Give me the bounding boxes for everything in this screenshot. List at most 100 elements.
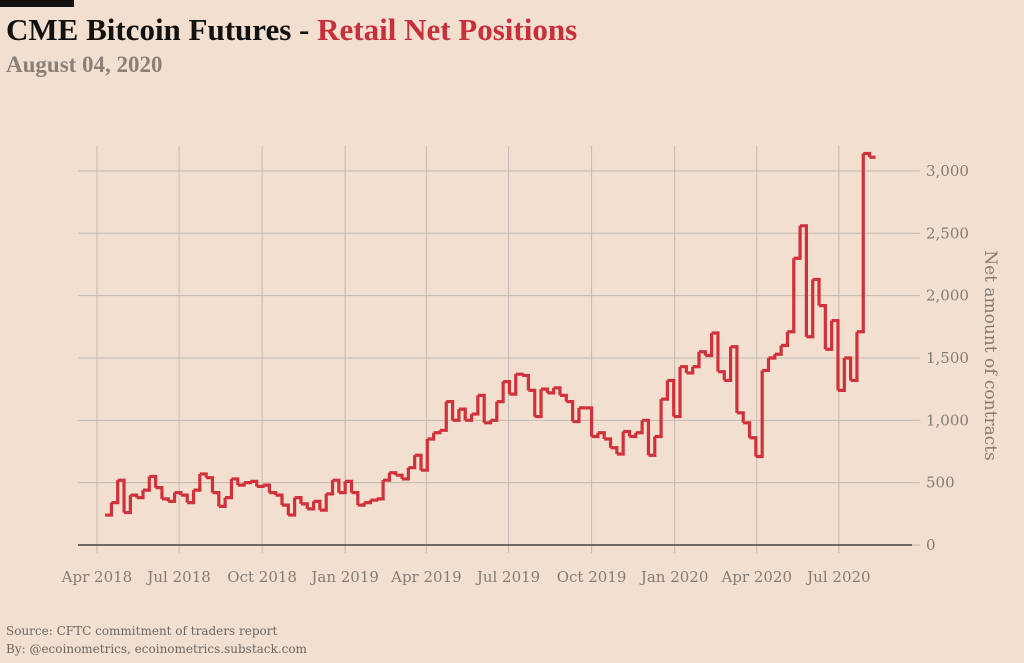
data-point-step	[503, 380, 512, 395]
data-point-step	[244, 481, 252, 485]
data-point-step	[825, 320, 834, 351]
data-point-step	[105, 502, 113, 517]
data-point-step	[225, 478, 234, 500]
data-point-step	[338, 481, 347, 495]
data-point-step	[136, 490, 145, 500]
data-point-step	[831, 318, 840, 391]
data-point-step	[604, 437, 613, 448]
data-point-step	[812, 277, 821, 306]
x-tick-label: Apr 2019	[390, 568, 462, 586]
data-point-step	[837, 357, 846, 392]
data-point-step	[446, 400, 455, 421]
data-point-step	[389, 471, 398, 476]
x-tick-label: Jan 2020	[639, 568, 709, 586]
x-tick-label: Apr 2018	[61, 568, 133, 586]
data-point-step	[420, 439, 429, 472]
data-point-step	[755, 370, 764, 459]
source-note: Source: CFTC commitment of traders repor…	[6, 624, 278, 638]
data-point-step	[787, 258, 796, 334]
data-point-step	[856, 153, 865, 334]
data-point-step	[623, 429, 632, 437]
title-main: CME Bitcoin Futures -	[6, 12, 318, 47]
data-point-step	[187, 490, 196, 505]
data-point-step	[667, 378, 676, 417]
data-point-step	[534, 389, 543, 419]
y-tick-label: 0	[926, 536, 936, 554]
data-point-step	[433, 430, 442, 435]
data-point-step	[509, 374, 518, 396]
data-point-step	[559, 393, 568, 402]
data-point-step	[458, 407, 467, 421]
data-point-step	[528, 388, 537, 417]
data-point-step	[402, 467, 410, 481]
data-point-step	[477, 393, 486, 423]
data-point-step	[490, 401, 499, 422]
data-point-step	[250, 479, 259, 487]
data-point-step	[364, 500, 373, 505]
y-tick-label: 500	[926, 474, 955, 492]
data-point-step	[806, 279, 815, 339]
data-point-step	[572, 407, 581, 424]
data-point-step	[117, 478, 126, 513]
data-point-step	[661, 380, 669, 401]
data-point-step	[471, 395, 480, 416]
byline-note: By: @ecoinometrics, ecoinometrics.substa…	[6, 642, 307, 656]
data-point-step	[515, 372, 524, 376]
y-tick-label: 1,500	[926, 349, 969, 367]
x-tick-label: Jul 2018	[145, 568, 210, 586]
title-accent: Retail Net Positions	[317, 12, 578, 47]
data-point-step	[124, 495, 132, 515]
data-point-step	[345, 479, 354, 493]
data-point-step	[212, 491, 221, 507]
data-point-step	[616, 431, 625, 456]
x-axis-ticks: Apr 2018 Jul 2018 Oct 2018 Jan 2019 Apr 2019…	[61, 568, 871, 586]
data-point-step	[654, 399, 663, 439]
data-point-step	[313, 499, 322, 511]
y-axis-label: Net amount of contracts	[980, 250, 1000, 461]
y-tick-label: 2,000	[926, 287, 969, 305]
data-point-step	[711, 331, 720, 372]
series-layer	[105, 151, 876, 517]
data-point-step	[800, 224, 808, 337]
data-point-step	[793, 225, 802, 260]
data-point-step	[749, 436, 758, 457]
data-point-step	[180, 493, 189, 503]
data-point-step	[730, 345, 739, 413]
data-point-step	[781, 331, 790, 348]
data-point-step	[680, 365, 688, 373]
data-point-step	[496, 381, 505, 404]
data-point-step	[547, 387, 556, 395]
grid	[78, 146, 920, 553]
data-point-step	[263, 483, 271, 493]
data-point-step	[111, 480, 120, 505]
data-point-step	[206, 476, 215, 493]
data-point-step	[168, 492, 177, 503]
data-point-step	[705, 333, 714, 358]
data-point-step	[610, 446, 619, 454]
data-point-step	[307, 501, 316, 511]
x-tick-label: Oct 2019	[557, 568, 627, 586]
data-point-step	[383, 472, 391, 482]
top-accent-bar	[0, 0, 74, 7]
data-point-step	[161, 497, 170, 502]
data-point-step	[673, 366, 682, 419]
y-axis-ticks: 0 500 1,000 1,500 2,000 2,500 3,000	[926, 162, 969, 554]
data-point-step	[629, 432, 638, 439]
x-tick-label: Oct 2018	[227, 568, 297, 586]
data-point-step	[218, 497, 227, 508]
y-tick-label: 3,000	[926, 162, 969, 180]
data-point-step	[332, 478, 341, 493]
data-point-step	[414, 453, 423, 471]
y-tick-label: 2,500	[926, 224, 969, 242]
data-point-step	[326, 480, 335, 496]
data-point-step	[408, 455, 417, 470]
data-point-step	[439, 401, 448, 432]
data-point-step	[642, 418, 651, 456]
data-point-step	[774, 345, 783, 356]
data-point-step	[142, 476, 151, 492]
data-point-step	[300, 502, 309, 509]
data-point-step	[149, 474, 158, 488]
data-point-step	[743, 421, 752, 438]
data-point-step	[357, 502, 366, 507]
